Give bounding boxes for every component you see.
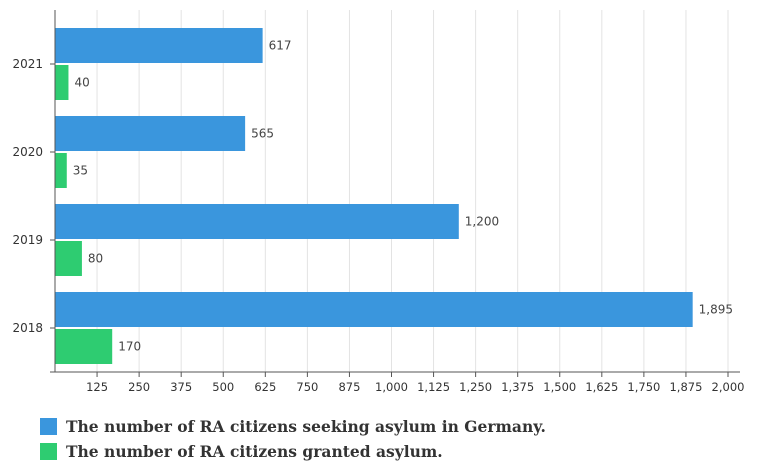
- bar-seeking-2020[interactable]: [55, 116, 246, 151]
- x-tick-label: 1,000: [375, 380, 408, 394]
- y-category-label: 2020: [12, 145, 43, 159]
- data-label: 170: [118, 340, 141, 354]
- data-label: 40: [74, 76, 89, 90]
- x-tick-label: 1,625: [585, 380, 618, 394]
- x-tick-label: 1,750: [627, 380, 660, 394]
- bar-chart: 125 250 375 500 625 750 875 1,000 1,125 1,250 1,37…: [12, 10, 744, 395]
- labels: 125 250 375 500 625 750 875 1,000 1,125 1,250 1,37…: [12, 39, 744, 395]
- x-tick-label: 1,125: [417, 380, 450, 394]
- x-tick-label: 1,375: [501, 380, 534, 394]
- x-tick-label: 875: [338, 380, 360, 394]
- y-category-label: 2019: [12, 233, 43, 247]
- legend-item-granted[interactable]: The number of RA citizens granted asylum…: [40, 439, 546, 464]
- data-label: 80: [88, 252, 103, 266]
- data-label: 565: [251, 127, 274, 141]
- legend-swatch-seeking: [40, 418, 57, 435]
- bar-granted-2018[interactable]: [55, 329, 113, 364]
- data-label: 1,895: [699, 303, 733, 317]
- legend-item-seeking[interactable]: The number of RA citizens seeking asylum…: [40, 414, 546, 439]
- x-tick-label: 375: [170, 380, 192, 394]
- x-tick-label: 1,875: [669, 380, 702, 394]
- bar-seeking-2018[interactable]: [55, 292, 693, 327]
- data-label: 35: [73, 164, 88, 178]
- legend-swatch-granted: [40, 443, 57, 460]
- axes: [50, 10, 740, 377]
- x-tick-label: 500: [212, 380, 234, 394]
- data-label: 1,200: [465, 215, 499, 229]
- y-category-label: 2018: [12, 321, 43, 335]
- legend: The number of RA citizens seeking asylum…: [40, 414, 546, 464]
- x-tick-label: 125: [86, 380, 108, 394]
- legend-label-seeking: The number of RA citizens seeking asylum…: [66, 417, 546, 436]
- x-tick-label: 1,250: [459, 380, 492, 394]
- bar-granted-2020[interactable]: [55, 153, 67, 188]
- x-tick-label: 625: [254, 380, 276, 394]
- data-label: 617: [269, 39, 292, 53]
- x-tick-label: 2,000: [712, 380, 745, 394]
- y-category-label: 2021: [12, 57, 43, 71]
- bar-seeking-2021[interactable]: [55, 28, 263, 63]
- x-tick-label: 750: [296, 380, 318, 394]
- bar-seeking-2019[interactable]: [55, 204, 459, 239]
- x-tick-label: 1,500: [543, 380, 576, 394]
- bar-granted-2021[interactable]: [55, 65, 69, 100]
- legend-label-granted: The number of RA citizens granted asylum…: [66, 442, 443, 461]
- bars: [55, 28, 693, 364]
- bar-granted-2019[interactable]: [55, 241, 82, 276]
- x-tick-label: 250: [128, 380, 150, 394]
